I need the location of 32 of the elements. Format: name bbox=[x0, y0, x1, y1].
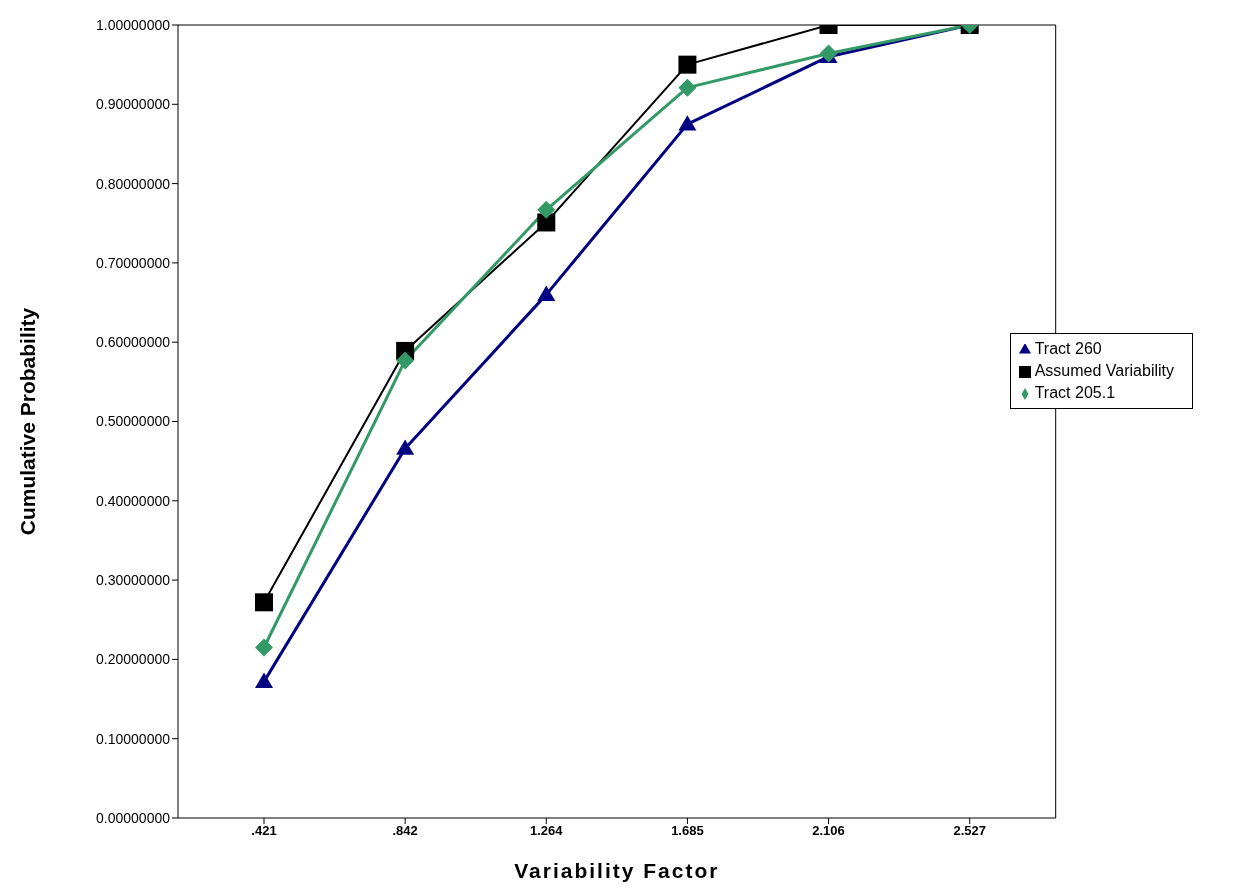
x-tick-label: 1.264 bbox=[530, 823, 564, 839]
y-axis-title: Cumulative Probability bbox=[16, 307, 40, 536]
legend-label: Tract 260 bbox=[1034, 340, 1102, 357]
y-tick-label: 0.90000000 bbox=[96, 96, 171, 113]
x-axis-title: Variability Factor bbox=[514, 859, 720, 882]
point bbox=[537, 200, 556, 219]
point bbox=[396, 439, 415, 455]
y-tick-label: 0.00000000 bbox=[96, 809, 171, 826]
x-tick-label: 2.106 bbox=[812, 823, 845, 839]
x-tick-label: .842 bbox=[392, 823, 418, 839]
point bbox=[537, 285, 556, 301]
point bbox=[678, 78, 697, 97]
y-tick-label: 1.00000000 bbox=[96, 16, 171, 33]
y-tick-label: 0.60000000 bbox=[96, 334, 171, 351]
point bbox=[396, 351, 415, 370]
y-tick-label: 0.80000000 bbox=[96, 175, 171, 192]
x-tick-label: 2.527 bbox=[953, 823, 986, 839]
y-tick-label: 0.10000000 bbox=[96, 730, 171, 747]
y-tick-label: 0.20000000 bbox=[96, 651, 171, 668]
y-tick-label: 0.50000000 bbox=[96, 413, 171, 430]
y-tick-label: 0.40000000 bbox=[96, 492, 171, 509]
x-tick-label: 1.685 bbox=[671, 823, 704, 839]
legend-label: Tract 205.1 bbox=[1034, 384, 1116, 401]
point bbox=[255, 672, 273, 688]
point bbox=[678, 115, 697, 131]
legend-label: Assumed Variability bbox=[1034, 362, 1174, 379]
y-tick-label: 0.30000000 bbox=[96, 572, 171, 589]
point bbox=[678, 55, 697, 74]
point bbox=[255, 638, 273, 657]
x-tick-label: .421 bbox=[251, 823, 277, 839]
y-tick-label: 0.70000000 bbox=[96, 254, 171, 271]
point bbox=[255, 593, 273, 612]
